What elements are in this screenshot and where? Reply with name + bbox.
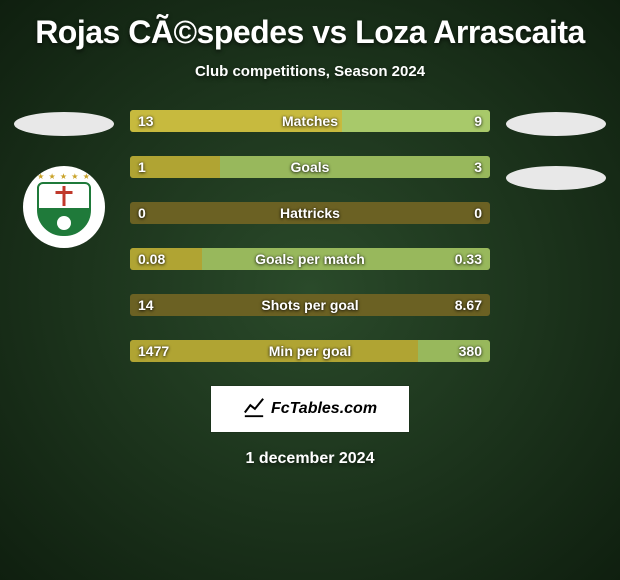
badge-shield — [37, 182, 91, 236]
stat-bar: 0.080.33Goals per match — [130, 248, 490, 270]
comparison-body: ★ ★ ★ ★ ★ 139Matches 13Goals 00Hattricks 0.… — [10, 110, 610, 362]
stat-bars-column: 139Matches 13Goals 00Hattricks 0.080.33Goal… — [130, 110, 490, 362]
badge-cross-icon — [63, 186, 66, 206]
brand-text: FcTables.com — [271, 400, 377, 418]
player-right-ellipse-top — [506, 112, 606, 136]
stat-label: Matches — [130, 110, 490, 132]
club-badge-graphic: ★ ★ ★ ★ ★ — [33, 176, 95, 238]
stat-bar: 1477380Min per goal — [130, 340, 490, 362]
page-title: Rojas CÃ©spedes vs Loza Arrascaita — [10, 14, 610, 51]
stat-label: Goals — [130, 156, 490, 178]
brand-badge[interactable]: FcTables.com — [211, 386, 409, 432]
stat-bar: 00Hattricks — [130, 202, 490, 224]
chart-icon — [243, 396, 265, 423]
badge-ball-icon — [57, 216, 71, 230]
left-player-col: ★ ★ ★ ★ ★ — [14, 110, 114, 248]
stat-label: Hattricks — [130, 202, 490, 224]
badge-stars: ★ ★ ★ ★ ★ — [33, 172, 95, 181]
date-line: 1 december 2024 — [10, 450, 610, 468]
stat-label: Goals per match — [130, 248, 490, 270]
stat-label: Min per goal — [130, 340, 490, 362]
subtitle: Club competitions, Season 2024 — [10, 63, 610, 80]
club-badge-left: ★ ★ ★ ★ ★ — [23, 166, 105, 248]
player-left-ellipse — [14, 112, 114, 136]
stat-bar: 148.67Shots per goal — [130, 294, 490, 316]
player-right-ellipse-bottom — [506, 166, 606, 190]
stat-bar: 139Matches — [130, 110, 490, 132]
right-player-col — [506, 110, 606, 190]
stat-bar: 13Goals — [130, 156, 490, 178]
stat-label: Shots per goal — [130, 294, 490, 316]
comparison-card: Rojas CÃ©spedes vs Loza Arrascaita Club … — [0, 0, 620, 478]
